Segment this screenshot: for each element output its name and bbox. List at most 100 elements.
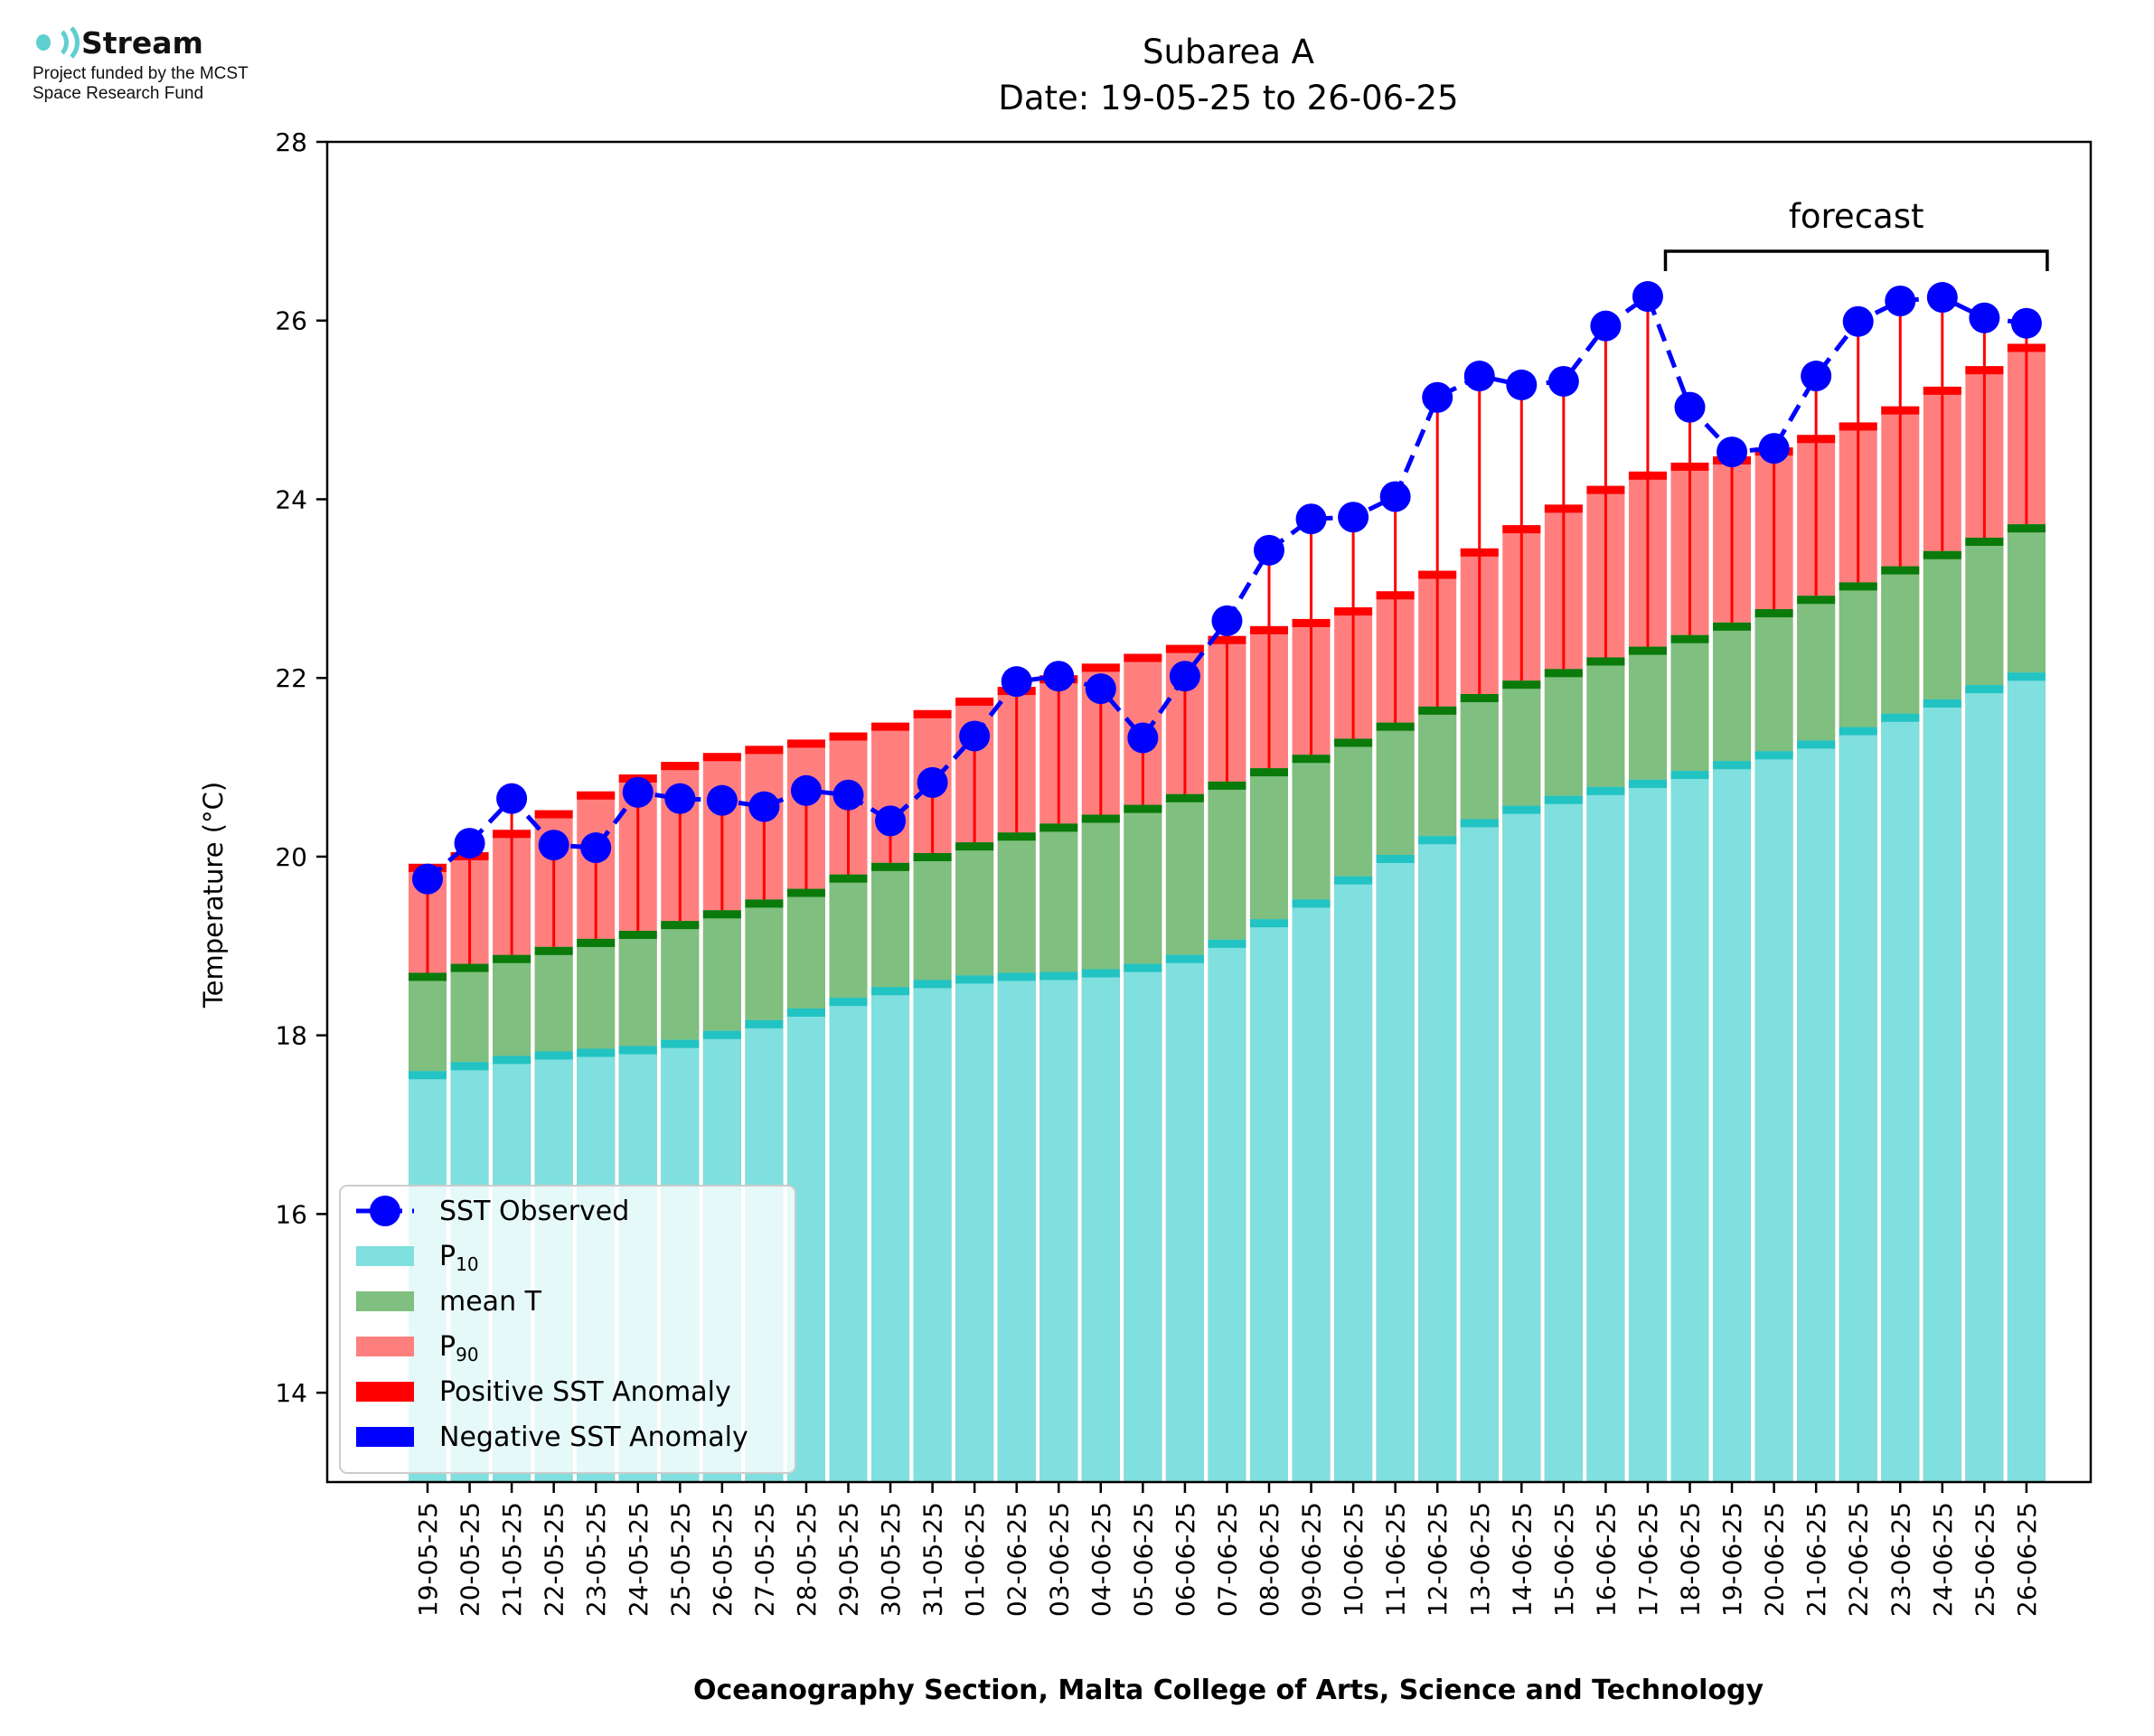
bar-mean-edge [450, 963, 489, 972]
x-tick-label: 11-06-25 [1381, 1502, 1411, 1617]
bar-mean-edge [913, 852, 952, 861]
bar-p10 [1923, 699, 1961, 1482]
bar-mean-edge [1334, 738, 1373, 747]
observed-point [1632, 281, 1663, 313]
x-tick-label: 25-06-25 [1970, 1502, 1999, 1617]
bar-mean-edge [1081, 814, 1120, 823]
observed-point [538, 830, 569, 861]
x-tick-label: 03-06-25 [1044, 1502, 1074, 1617]
observed-point [790, 774, 822, 806]
x-tick-label: 24-06-25 [1928, 1502, 1958, 1617]
bar-p10 [1208, 939, 1246, 1482]
bar-p90-edge [1165, 644, 1204, 653]
bar-mean-edge [1250, 768, 1288, 777]
x-tick-label: 23-05-25 [581, 1502, 611, 1617]
bar-p10-edge [1418, 836, 1457, 845]
legend-swatch-observed-marker [370, 1196, 400, 1226]
bar-mean-edge [409, 972, 447, 981]
bar-p90-edge [1081, 663, 1120, 672]
x-axis: 19-05-25 20-05-25 21-05-25 22-05-25 23-05-25… [413, 1482, 2042, 1617]
bar-p10-edge [745, 1019, 784, 1028]
observed-point [1758, 433, 1790, 464]
x-tick-label: 22-05-25 [540, 1502, 569, 1617]
x-tick-label: 01-06-25 [960, 1502, 990, 1617]
bar-p10-edge [450, 1062, 489, 1071]
bar-p90-edge [955, 697, 994, 706]
bar-p10-edge [786, 1009, 825, 1018]
stream-wave-icon [33, 20, 80, 65]
bar-mean-edge [618, 930, 657, 939]
observed-point [1295, 503, 1327, 535]
bar-p10-edge [955, 975, 994, 984]
bar-p10 [1334, 876, 1373, 1482]
x-tick-label: 30-05-25 [876, 1502, 906, 1617]
observed-point [1169, 661, 1200, 692]
observed-point [454, 828, 485, 859]
bar-mean-edge [577, 938, 616, 947]
bar-mean-edge [1628, 646, 1667, 655]
bar-mean-edge [1965, 537, 2004, 546]
bar-mean-edge [493, 954, 531, 963]
bar-mean-edge [1839, 582, 1877, 591]
x-tick-label: 27-05-25 [749, 1502, 779, 1617]
legend-swatch [356, 1427, 414, 1447]
bar-p10 [997, 972, 1036, 1482]
bar-p10 [1713, 761, 1752, 1482]
observed-point [1254, 534, 1284, 566]
x-tick-label: 09-06-25 [1297, 1502, 1327, 1617]
x-tick-label: 28-05-25 [792, 1502, 822, 1617]
observed-point [1547, 365, 1579, 397]
observed-point [622, 776, 654, 808]
bar-p10-edge [1334, 876, 1373, 885]
observed-point [412, 863, 443, 895]
observed-point [1043, 661, 1075, 692]
bar-p10-edge [1586, 786, 1625, 795]
bar-p10-edge [702, 1030, 741, 1039]
observed-point [1463, 361, 1495, 392]
observed-point [1211, 605, 1243, 636]
x-tick-label: 04-06-25 [1086, 1502, 1116, 1617]
bar-mean-edge [955, 842, 994, 851]
bar-p90-edge [829, 732, 868, 741]
x-tick-label: 13-06-25 [1465, 1502, 1495, 1617]
observed-point [1801, 361, 1832, 392]
bar-p10 [1586, 786, 1625, 1482]
bar-mean-edge [534, 946, 573, 955]
x-tick-label: 20-06-25 [1760, 1502, 1790, 1617]
bar-p10-edge [1923, 699, 1961, 708]
observed-point [1885, 285, 1916, 316]
bar-p10-edge [1670, 771, 1709, 780]
bar-mean-edge [661, 921, 700, 930]
observed-point [664, 783, 696, 814]
bar-mean-edge [1418, 706, 1457, 715]
x-tick-label: 10-06-25 [1339, 1502, 1369, 1617]
observed-point [1422, 381, 1453, 413]
bar-p90-edge [661, 762, 700, 771]
x-tick-label: 21-06-25 [1801, 1502, 1831, 1617]
bar-mean-edge [1670, 634, 1709, 643]
bar-mean-edge [1713, 622, 1752, 631]
bar-mean-edge [1797, 596, 1836, 605]
x-tick-label: 06-06-25 [1171, 1502, 1200, 1617]
bar-p10 [871, 987, 910, 1482]
forecast-annotation: forecast [1663, 197, 2049, 271]
bar-mean-edge [1124, 804, 1162, 813]
legend-label: Positive SST Anomaly [439, 1376, 731, 1408]
x-tick-label: 26-05-25 [708, 1502, 738, 1617]
bar-p10 [2007, 672, 2046, 1482]
bar-p10-edge [1839, 727, 1877, 736]
bar-p10-edge [493, 1056, 531, 1065]
bar-p10 [1628, 779, 1667, 1482]
bar-mean-edge [1586, 657, 1625, 666]
bar-p10-edge [1881, 713, 1920, 722]
bar-mean-edge [786, 888, 825, 897]
observed-point [1127, 722, 1159, 754]
x-tick-label: 21-05-25 [497, 1502, 527, 1617]
bar-p10-edge [1039, 971, 1078, 981]
observed-point [706, 784, 738, 816]
bar-p10-edge [534, 1051, 573, 1060]
bar-mean-edge [2007, 524, 2046, 533]
bar-p10-edge [661, 1039, 700, 1048]
bar-mean-edge [702, 910, 741, 919]
